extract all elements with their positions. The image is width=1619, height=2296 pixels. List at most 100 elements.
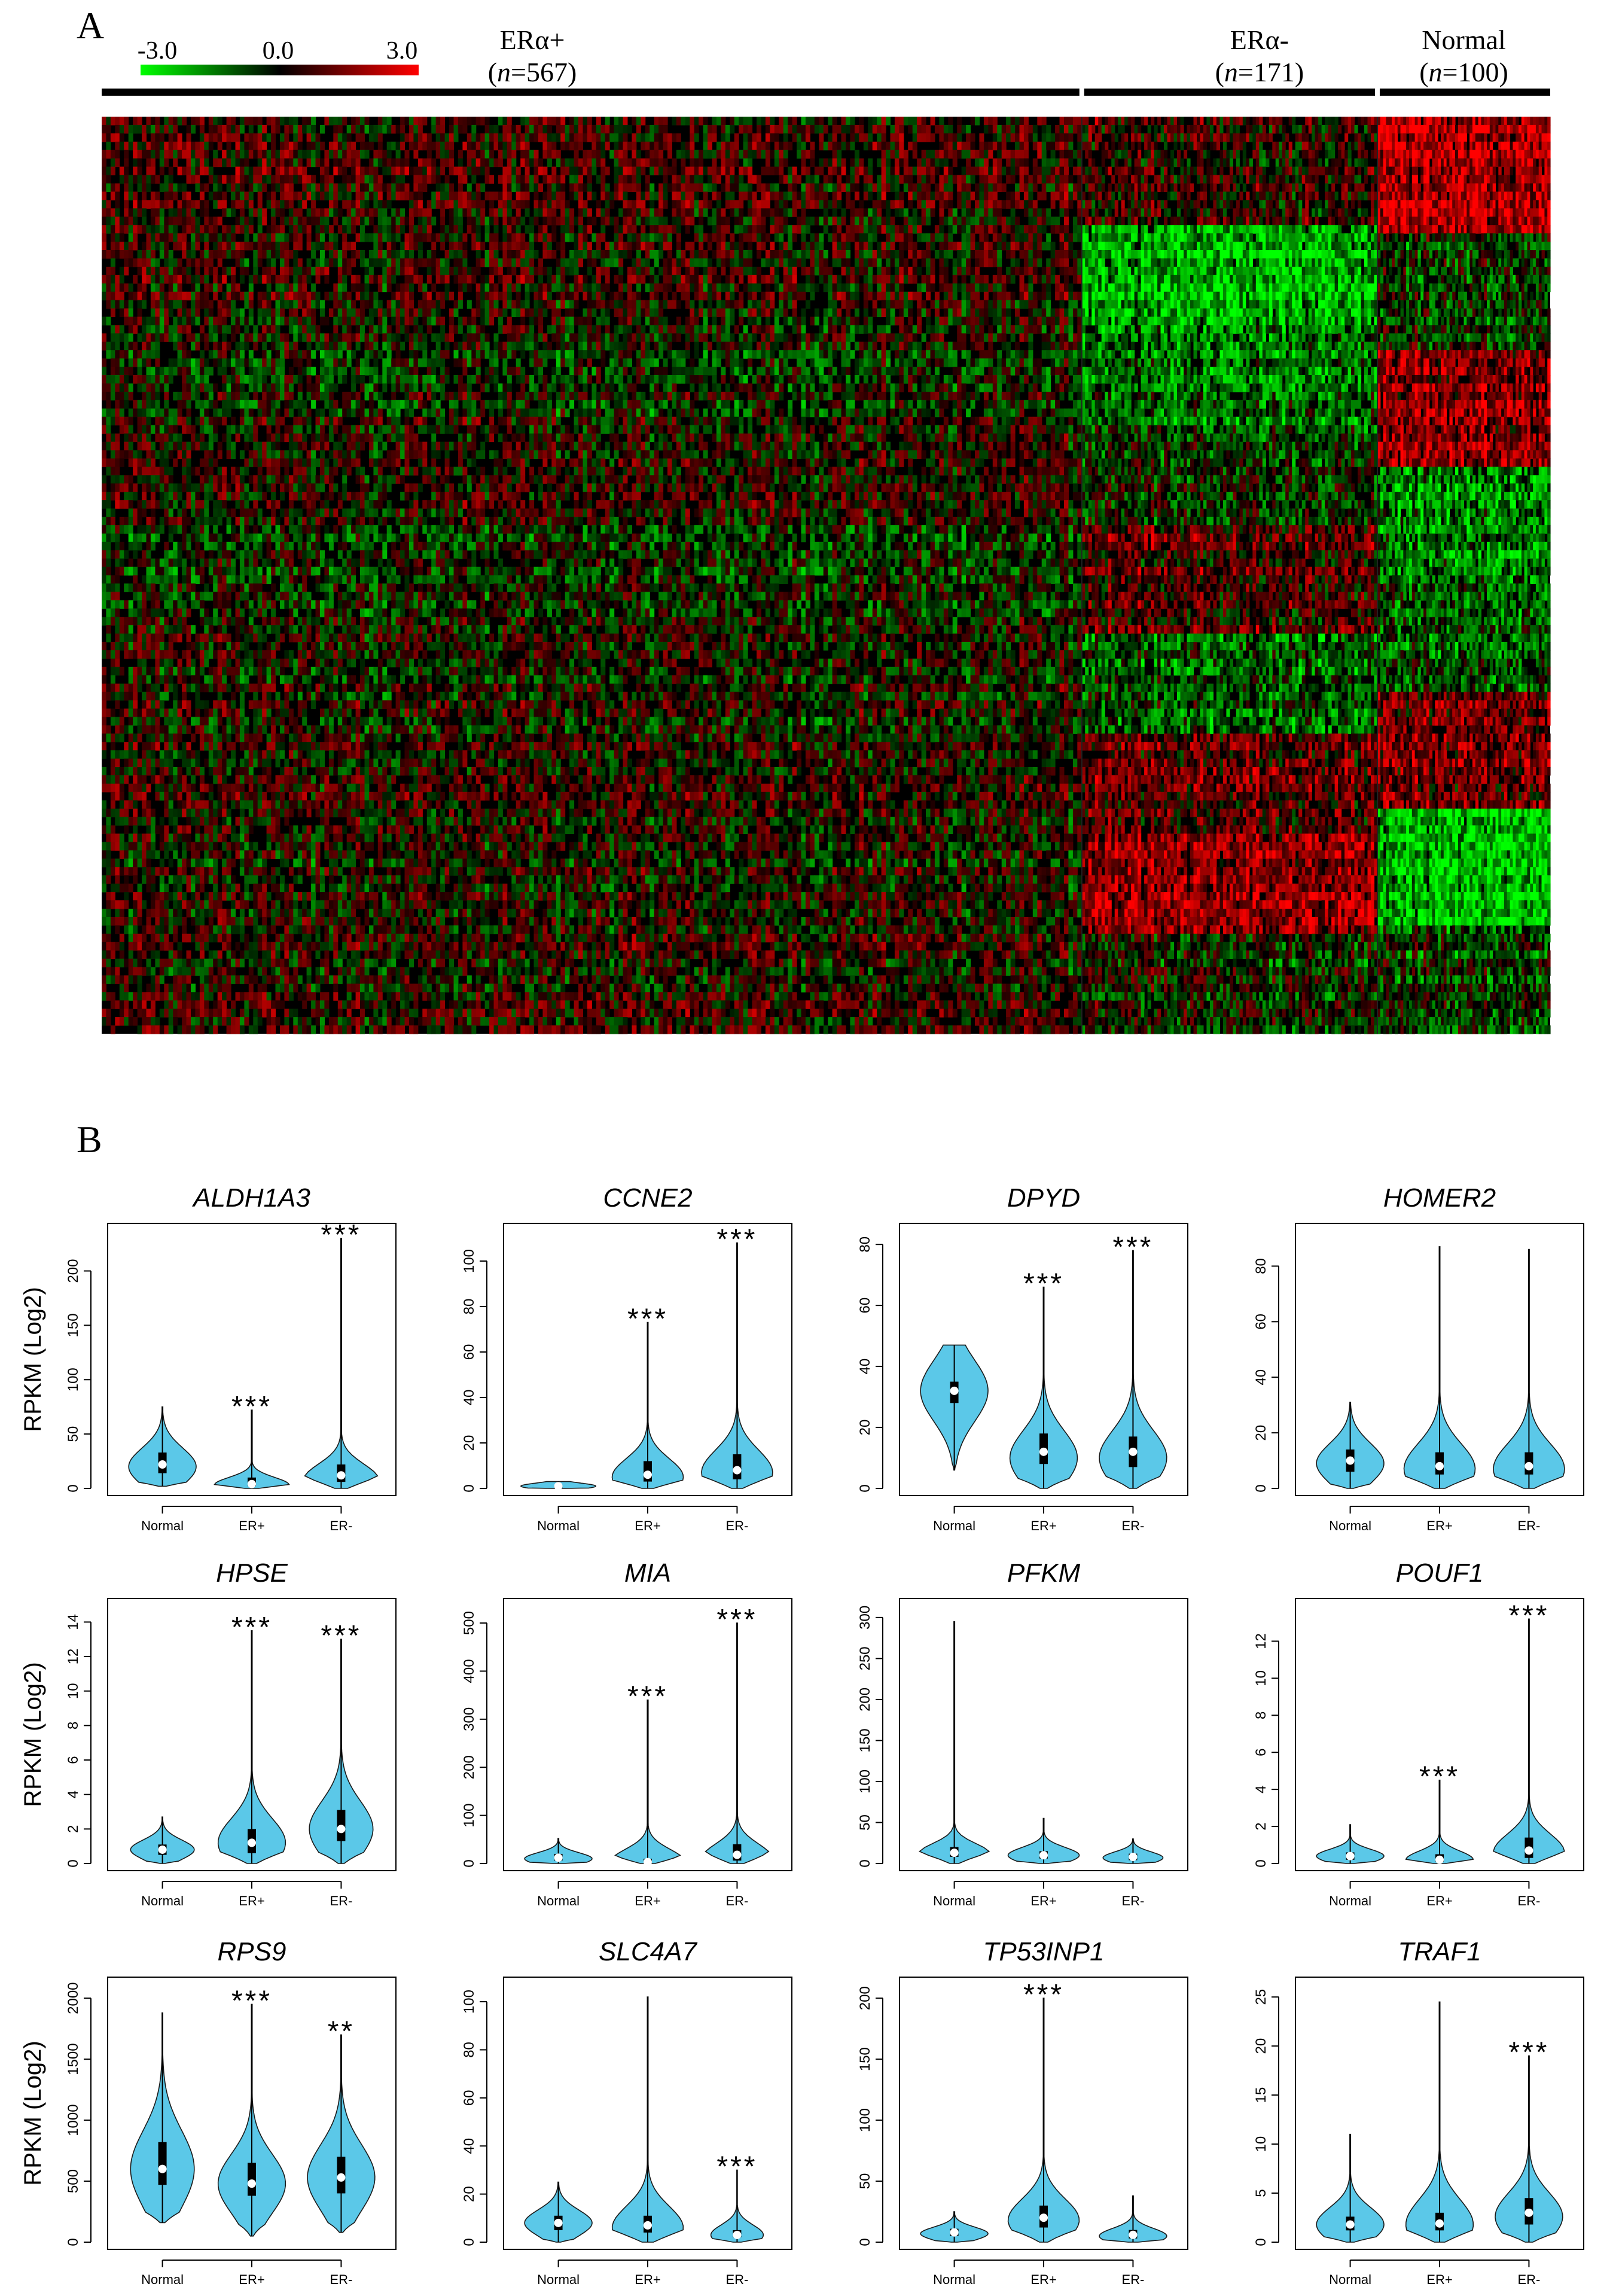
- x-tick-label: Normal: [1329, 1893, 1371, 1908]
- y-tick-label: 20: [1253, 2038, 1269, 2054]
- y-tick-label: 20: [1253, 1425, 1269, 1441]
- violin-ER-: [1493, 1249, 1565, 1489]
- y-tick-label: 200: [65, 1259, 81, 1283]
- violin-ER+: ***: [614, 1681, 681, 1866]
- violin-median: [248, 1838, 256, 1847]
- plot-frame: [1295, 1598, 1584, 1871]
- x-tick-label: ER-: [1517, 1518, 1540, 1533]
- group-n: (n=100): [1419, 57, 1508, 87]
- violin-plot-POUF1: POUF1 0 2 4 6 8 10 12 Normal ER+ ER- *** ***: [1253, 1558, 1584, 1908]
- violin-ER-: ***: [710, 2151, 764, 2243]
- violin-median: [1525, 2208, 1533, 2217]
- y-tick-label: 12: [1253, 1633, 1269, 1649]
- plot-frame: [107, 1598, 397, 1871]
- violin-median: [1435, 1855, 1444, 1864]
- group-annotation-0: ERα+(n=567): [102, 25, 1080, 96]
- y-tick-label: 60: [461, 1344, 477, 1360]
- y-tick-label: 4: [65, 1790, 81, 1798]
- y-tick-label: 300: [461, 1707, 477, 1731]
- y-tick-label: 6: [65, 1756, 81, 1764]
- y-tick-label: 100: [461, 1804, 477, 1828]
- x-tick-label: ER-: [1517, 2272, 1540, 2287]
- violin-median: [1039, 1447, 1048, 1456]
- y-tick-label: 0: [857, 1484, 873, 1492]
- gene-title: SLC4A7: [599, 1937, 697, 1966]
- colorbar: -3.0 0.0 3.0: [138, 37, 419, 75]
- violin-Normal: [128, 1406, 197, 1487]
- y-tick-label: 2000: [65, 1982, 81, 2014]
- plot-frame: [1295, 1223, 1584, 1496]
- violin-median: [158, 2164, 167, 2173]
- significance-stars: ***: [1508, 1600, 1549, 1631]
- x-tick-label: ER-: [725, 1893, 748, 1908]
- y-tick-label: 1000: [65, 2104, 81, 2136]
- significance-stars: ***: [716, 1604, 757, 1636]
- y-tick-label: 2: [1253, 1822, 1269, 1830]
- x-tick-label: ER-: [1121, 1893, 1144, 1908]
- violin-ER-: ***: [701, 1224, 773, 1489]
- violin-median: [1525, 1846, 1533, 1855]
- y-tick-label: 20: [461, 1435, 477, 1451]
- violin-ER-: ***: [304, 1219, 379, 1489]
- y-tick-label: 80: [461, 1299, 477, 1315]
- violin-ER-: [1099, 2195, 1167, 2243]
- violin-median: [554, 1853, 563, 1862]
- significance-stars: ***: [231, 1985, 272, 2017]
- violin-Normal: [920, 2211, 989, 2243]
- violin-plot-MIA: MIA 0 100 200 300 400 500 Normal ER+ ER- *** ***: [461, 1558, 792, 1908]
- violin-plot-CCNE2: CCNE2 0 20 40 60 80 100 Normal ER+ ER- *** ***: [461, 1183, 792, 1533]
- x-tick-label: Normal: [537, 2272, 580, 2287]
- y-tick-label: 200: [857, 1986, 873, 2010]
- x-tick-label: Normal: [933, 2272, 975, 2287]
- violin-ER+: [1405, 2001, 1474, 2243]
- plot-frame: [899, 1977, 1188, 2250]
- violin-Normal: [130, 1816, 195, 1864]
- x-tick-label: ER-: [1121, 2272, 1144, 2287]
- violin-median: [1129, 1447, 1138, 1456]
- y-tick-label: 50: [857, 1814, 873, 1831]
- significance-stars: ***: [627, 1304, 668, 1335]
- y-tick-label: 150: [65, 1313, 81, 1337]
- violin-median: [950, 1386, 959, 1395]
- gene-title: DPYD: [1007, 1183, 1080, 1213]
- violin-plot-RPS9: RPS9 0 500 1000 1500 2000 RPKM (Log2) Normal ER+…: [20, 1937, 397, 2287]
- violin-ER+: ***: [1405, 1761, 1474, 1864]
- violin-median: [1346, 1456, 1355, 1465]
- violin-median: [644, 1857, 652, 1866]
- violin-ER-: ***: [309, 1620, 374, 1864]
- x-tick-label: ER+: [1030, 1893, 1056, 1908]
- significance-stars: ***: [1419, 1761, 1460, 1793]
- y-tick-label: 8: [65, 1722, 81, 1729]
- violin-Normal: [920, 1344, 989, 1471]
- violin-Normal: [918, 1621, 990, 1864]
- group-bar: [1084, 89, 1375, 96]
- violin-median: [158, 1460, 167, 1469]
- x-tick-label: Normal: [537, 1518, 580, 1533]
- violin-ER+: ***: [1009, 1268, 1078, 1489]
- y-tick-label: 400: [461, 1659, 477, 1683]
- plot-frame: [503, 1598, 792, 1871]
- significance-stars: ***: [321, 1620, 361, 1652]
- violin-median: [554, 1482, 563, 1491]
- violin-median: [950, 2228, 959, 2237]
- y-tick-label: 250: [857, 1646, 873, 1670]
- violin-median: [1129, 2230, 1138, 2239]
- significance-stars: ***: [1023, 1979, 1064, 2011]
- group-bar: [1379, 89, 1550, 96]
- y-tick-label: 150: [857, 1728, 873, 1752]
- x-tick-label: ER-: [1121, 1518, 1144, 1533]
- plot-frame: [107, 1223, 397, 1496]
- y-tick-label: 100: [461, 1990, 477, 2014]
- x-tick-label: ER+: [239, 2272, 264, 2287]
- violin-median: [1435, 1461, 1444, 1470]
- group-annotation-2: Normal(n=100): [1379, 25, 1550, 96]
- violin-median: [248, 1479, 256, 1488]
- x-tick-label: ER+: [1426, 1893, 1452, 1908]
- y-tick-label: 2: [65, 1825, 81, 1833]
- violin-Normal: [1316, 1824, 1385, 1864]
- y-tick-label: 500: [461, 1611, 477, 1635]
- y-tick-label: 100: [857, 2108, 873, 2132]
- y-tick-label: 10: [1253, 1670, 1269, 1686]
- x-tick-label: ER+: [635, 1518, 660, 1533]
